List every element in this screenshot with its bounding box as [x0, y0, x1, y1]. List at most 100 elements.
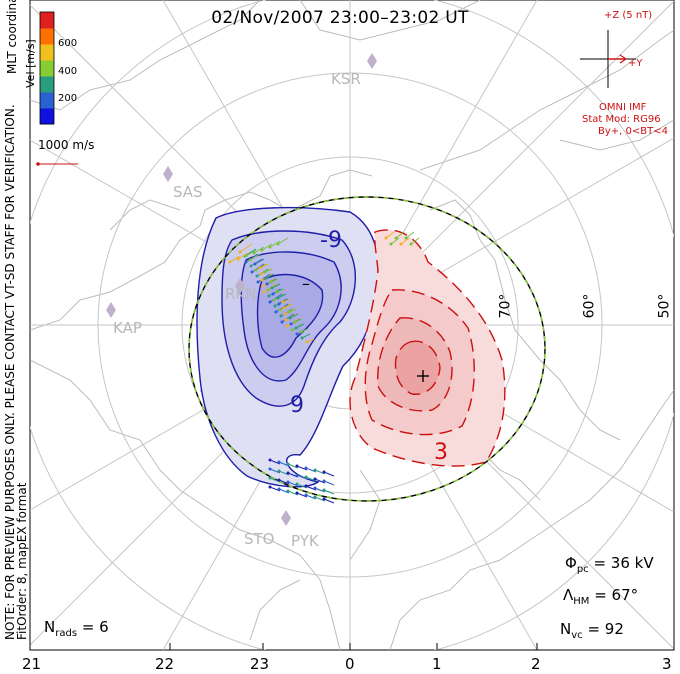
velocity-vector-origin — [268, 245, 272, 249]
velocity-vector-origin — [278, 308, 282, 312]
positive-contour-label: 3 — [434, 440, 448, 465]
velocity-vector-origin — [253, 262, 257, 266]
velocity-vector-origin — [295, 482, 299, 486]
velocity-vector-origin — [268, 467, 272, 471]
velocity-vector-origin — [289, 322, 293, 326]
velocity-vector-origin — [313, 477, 317, 481]
velocity-vector-origin — [286, 462, 290, 466]
velocity-vector — [275, 303, 289, 313]
velocity-vector-origin — [290, 328, 294, 332]
velocity-vector — [254, 258, 265, 265]
velocity-vector — [323, 480, 335, 486]
velocity-vector — [280, 308, 293, 317]
velocity-vector-origin — [285, 324, 289, 328]
velocity-vector — [268, 288, 281, 297]
velocity-vector-origin — [286, 489, 290, 493]
mlt-label-22: 22 — [155, 655, 175, 673]
colorbar-segment — [40, 76, 54, 93]
colorbar-tick-600: 600 — [58, 38, 78, 49]
cross-polar-cap-potential: Φpc = 36 kV — [565, 554, 654, 575]
velocity-vector-origin — [268, 458, 272, 462]
radar-count: Nrads = 6 — [44, 618, 109, 639]
velocity-vector — [261, 243, 273, 251]
heppner-maynard-boundary — [188, 196, 546, 502]
negative-cell-center-marker: – — [302, 274, 310, 293]
velocity-vector-origin — [389, 242, 393, 246]
velocity-vector-origin — [305, 340, 309, 344]
coordinates-label: MLT coordinates — [5, 0, 19, 74]
velocity-vector-origin — [270, 286, 274, 290]
velocity-vector-origin — [295, 464, 299, 468]
imf-model: Stat Mod: RG96 — [582, 114, 661, 125]
velocity-vector-origin — [273, 304, 277, 308]
velocity-vector — [410, 237, 420, 245]
velocity-vector — [239, 243, 253, 253]
station-ksr: KSR — [331, 70, 361, 88]
colorbar-segment — [40, 92, 54, 109]
velocity-vector-origin — [263, 270, 267, 274]
station-kap: KAP — [113, 319, 142, 337]
velocity-vector-origin — [283, 312, 287, 316]
velocity-vector-origin — [258, 266, 262, 270]
velocity-vector-origin — [322, 479, 326, 483]
station-rkn: RKN — [225, 285, 257, 303]
velocity-vector-origin — [261, 284, 265, 288]
velocity-vector — [274, 298, 287, 307]
colorbar-segment — [40, 60, 54, 77]
velocity-vector-origin — [238, 250, 242, 254]
mlt-ticks — [29, 643, 675, 650]
station-sto: STO — [244, 530, 275, 548]
velocity-vector-origin — [286, 471, 290, 475]
velocity-vector-origin — [300, 336, 304, 340]
velocity-vector — [257, 273, 271, 283]
velocity-vector-origin — [394, 236, 398, 240]
velocity-vector — [253, 246, 265, 254]
velocity-vector-origin — [299, 330, 303, 334]
colorbar-tick-200: 200 — [58, 93, 78, 104]
velocity-vector-origin — [287, 310, 291, 314]
velocity-vectors — [228, 231, 420, 504]
velocity-vector-origin — [304, 466, 308, 470]
velocity-vector — [251, 263, 265, 273]
imf-z-label: +Z (5 nT) — [604, 10, 653, 21]
velocity-vector — [249, 253, 261, 261]
velocity-vector-origin — [322, 488, 326, 492]
fit-info: FitOrder: 8, mapEX format — [15, 482, 29, 640]
velocity-vector — [323, 471, 335, 477]
velocity-vector-origin — [288, 316, 292, 320]
velocity-vector — [269, 240, 281, 248]
velocity-vector-origin — [304, 475, 308, 479]
velocity-vector-origin — [322, 470, 326, 474]
velocity-vector-origin — [275, 290, 279, 294]
mlt-label-1: 1 — [432, 655, 442, 673]
velocity-vector-origin — [268, 476, 272, 480]
velocity-vector-origin — [409, 242, 413, 246]
reference-vector-label: 1000 m/s — [38, 138, 95, 152]
velocity-vector — [245, 249, 257, 257]
velocity-vector-origin — [293, 320, 297, 324]
latitude-label-70: 70° — [497, 293, 514, 319]
velocity-vector-origin — [322, 497, 326, 501]
positive-potential-cell — [349, 229, 506, 467]
imf-condition: By+, 0<BT<4 — [598, 126, 668, 137]
velocity-vector — [395, 231, 405, 239]
mlt-label-0: 0 — [345, 655, 355, 673]
velocity-vector — [390, 237, 400, 245]
velocity-vector-origin — [280, 320, 284, 324]
velocity-vector-origin — [249, 264, 253, 268]
velocity-vector-origin — [276, 296, 280, 300]
velocity-vector-origin — [265, 282, 269, 286]
velocity-vector-origin — [248, 258, 252, 262]
colorbar-segment — [40, 28, 54, 45]
velocity-vector — [229, 255, 241, 263]
velocity-vector-origin — [254, 268, 258, 272]
velocity-vector-origin — [252, 251, 256, 255]
mlt-label-3: 3 — [662, 655, 672, 673]
velocity-vector-origin — [279, 314, 283, 318]
colorbar-segment — [40, 12, 54, 29]
velocity-vector-origin — [262, 290, 266, 294]
latitude-label-50: 50° — [656, 293, 673, 319]
velocity-vector — [400, 237, 410, 245]
velocity-vector — [263, 283, 277, 293]
velocity-vector-origin — [264, 276, 268, 280]
